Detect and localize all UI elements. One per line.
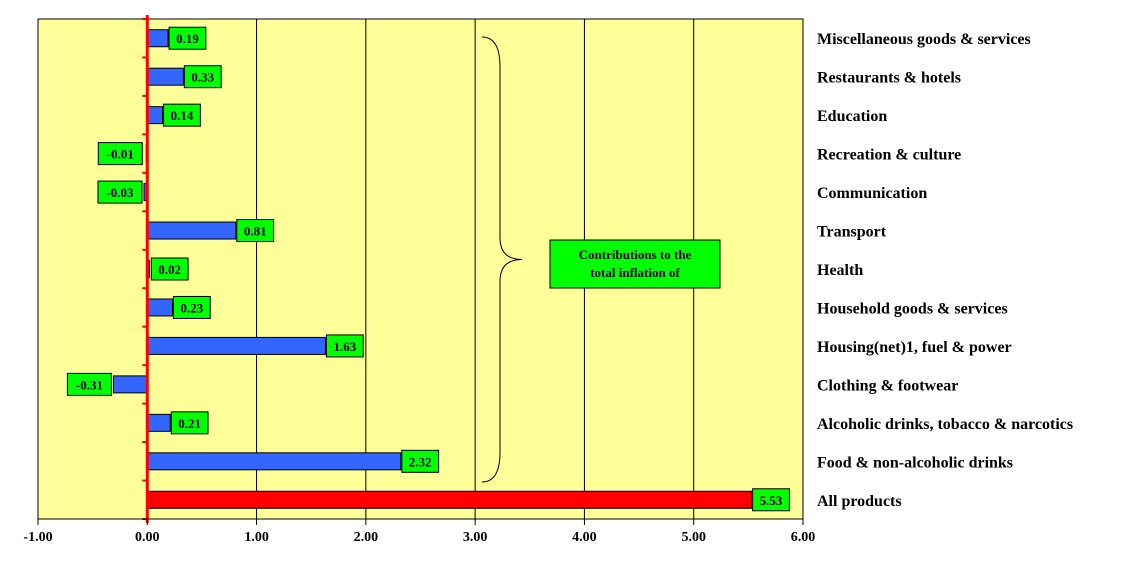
bar-5 — [146, 221, 237, 240]
data-label-box-8 — [325, 334, 364, 358]
x-tick-label: 5.00 — [681, 530, 706, 545]
data-label-5: 0.81 — [244, 224, 267, 239]
data-label-box-6 — [150, 257, 189, 281]
data-label-box-4 — [97, 180, 143, 204]
data-label-box-0 — [168, 26, 207, 50]
bar-7 — [146, 298, 173, 317]
data-label-8: 1.63 — [333, 339, 356, 354]
bar-10 — [146, 413, 171, 432]
data-label-box-3 — [97, 142, 143, 166]
category-label-12: All products — [817, 493, 902, 510]
category-label-9: Clothing & footwear — [817, 377, 958, 394]
category-label-7: Household goods & services — [817, 300, 1008, 317]
data-label-7: 0.23 — [180, 300, 203, 315]
category-label-1: Restaurants & hotels — [817, 70, 961, 87]
data-label-11: 2.32 — [409, 454, 432, 469]
category-labels: Miscellaneous goods & services Restaurant… — [817, 31, 1073, 510]
callout-rect — [549, 239, 721, 289]
category-label-3: Recreation & culture — [817, 147, 961, 164]
bar-11 — [146, 452, 402, 471]
category-label-6: Health — [817, 262, 863, 279]
bar-2 — [146, 106, 164, 125]
x-tick-label: 6.00 — [791, 530, 816, 545]
category-label-10: Alcoholic drinks, tobacco & narcotics — [817, 416, 1073, 433]
data-label-box-9 — [66, 372, 112, 396]
data-label-box-11 — [401, 449, 440, 473]
data-label-4: -0.03 — [106, 185, 134, 200]
data-label-box-12 — [752, 488, 790, 512]
data-label-box-10 — [170, 411, 209, 435]
x-axis: -1.00 0.00 1.00 2.00 3.00 4.00 5.00 6.00 — [23, 518, 816, 545]
callout-line-1: Contributions to the — [579, 247, 692, 262]
category-label-11: Food & non-alcoholic drinks — [817, 454, 1013, 471]
bar-12 — [146, 490, 753, 509]
x-tick-label: 4.00 — [572, 530, 597, 545]
data-label-10: 0.21 — [178, 416, 201, 431]
callout-line-2: total inflation of — [590, 265, 680, 280]
data-label-box-5 — [236, 219, 275, 243]
curly-brace — [481, 36, 523, 483]
brace-annotation — [481, 36, 523, 483]
x-tick-label: 2.00 — [354, 530, 379, 545]
x-tick-label: -1.00 — [23, 530, 52, 545]
bars: 0.19 0.33 0.14 -0.01 -0.03 0.81 0.02 0.23 1.63 -0… — [66, 26, 790, 512]
data-label-12: 5.53 — [760, 493, 783, 508]
data-label-box-2 — [163, 103, 201, 127]
data-label-6: 0.02 — [158, 262, 181, 277]
data-label-0: 0.19 — [176, 31, 199, 46]
bar-1 — [146, 67, 184, 86]
data-label-box-1 — [183, 65, 222, 89]
bar-0 — [146, 29, 169, 48]
data-label-9: -0.31 — [76, 377, 103, 392]
callout-box: Contributions to the total inflation of — [549, 239, 721, 289]
data-label-3: -0.01 — [107, 147, 134, 162]
category-label-5: Transport — [817, 224, 887, 241]
data-label-box-7 — [172, 295, 211, 319]
category-label-4: Communication — [817, 185, 927, 202]
x-tick-label: 0.00 — [135, 530, 160, 545]
data-label-2: 0.14 — [171, 108, 194, 123]
bar-9 — [112, 375, 148, 394]
category-label-2: Education — [817, 108, 887, 125]
category-label-0: Miscellaneous goods & services — [817, 31, 1031, 48]
x-tick-label: 1.00 — [244, 530, 269, 545]
category-label-8: Housing(net)1, fuel & power — [817, 339, 1012, 356]
x-tick-label: 3.00 — [463, 530, 488, 545]
bar-8 — [146, 336, 326, 355]
data-label-1: 0.33 — [191, 70, 214, 85]
